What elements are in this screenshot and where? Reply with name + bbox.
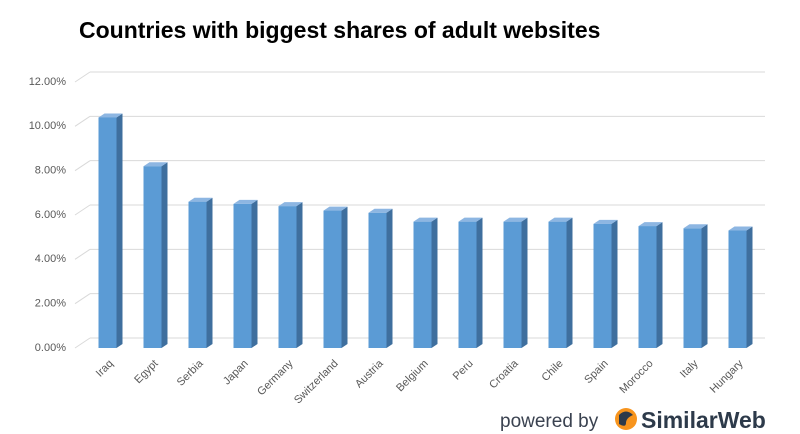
x-tick-label: Japan	[221, 358, 251, 388]
bar-top	[548, 217, 573, 222]
y-tick-label: 12.00%	[29, 76, 67, 88]
bar	[323, 210, 342, 348]
brand-name: SimilarWeb	[641, 407, 766, 433]
footer-text: powered by	[500, 411, 599, 432]
bar-side	[476, 217, 483, 348]
grid-wall	[74, 115, 91, 127]
y-tick-label: 6.00%	[35, 209, 66, 221]
y-tick-label: 0.00%	[35, 342, 66, 354]
bar	[593, 223, 612, 348]
y-tick-label: 4.00%	[35, 253, 66, 265]
y-tick-label: 2.00%	[35, 298, 66, 310]
bar	[188, 201, 207, 348]
bar-top	[143, 162, 168, 167]
x-tick-label: Italy	[678, 357, 701, 380]
bar	[278, 206, 297, 348]
bar-side	[206, 197, 213, 348]
bar	[413, 221, 432, 348]
bar	[503, 221, 522, 348]
grid-wall	[74, 248, 91, 260]
bar-top	[188, 197, 213, 202]
chart-title: Countries with biggest shares of adult w…	[79, 17, 600, 43]
x-tick-label: Peru	[451, 358, 476, 383]
bar	[638, 226, 657, 348]
bar-side	[341, 206, 348, 348]
brand-logo	[615, 408, 637, 430]
bar	[143, 166, 162, 348]
bar	[728, 230, 747, 348]
bar-side	[566, 217, 573, 348]
x-tick-label: Germany	[255, 357, 296, 398]
bar-top	[233, 199, 258, 204]
x-tick-label: Austria	[353, 357, 386, 390]
x-tick-label: Morocco	[617, 358, 655, 396]
bar	[233, 203, 252, 348]
bar-top	[413, 217, 438, 222]
bar-top	[683, 224, 708, 229]
x-tick-label: Serbia	[175, 357, 207, 389]
x-tick-label: Switzerland	[292, 358, 341, 407]
x-tick-label: Chile	[539, 358, 565, 384]
bar-side	[296, 202, 303, 348]
bar	[458, 221, 477, 348]
grid-wall	[74, 337, 91, 349]
bar-side	[161, 162, 168, 348]
bar-side	[386, 208, 393, 348]
x-tick-label: Belgium	[394, 358, 431, 395]
bar-side	[251, 199, 258, 348]
bar-side	[611, 219, 618, 348]
bar-top	[458, 217, 483, 222]
bar	[368, 212, 387, 348]
x-tick-label: Egypt	[132, 358, 160, 386]
bar-side	[746, 226, 753, 348]
bar-top	[98, 113, 123, 118]
bar	[548, 221, 567, 348]
grid-wall	[74, 71, 91, 83]
y-tick-label: 8.00%	[35, 165, 66, 177]
bar-top	[728, 226, 753, 231]
x-tick-label: Croatia	[487, 357, 521, 391]
x-tick-label: Hungary	[708, 357, 746, 395]
x-tick-label: Iraq	[94, 358, 116, 380]
grid-wall	[74, 160, 91, 172]
bar-side	[656, 222, 663, 348]
bar-top	[368, 208, 393, 213]
grid-wall	[74, 204, 91, 216]
bar	[683, 228, 702, 348]
grid-wall	[74, 293, 91, 305]
x-tick-label: Spain	[582, 358, 610, 386]
bar	[98, 117, 117, 348]
bar-side	[701, 224, 708, 348]
bar-top	[503, 217, 528, 222]
bar-side	[431, 217, 438, 348]
bar-side	[116, 113, 123, 348]
bar-side	[521, 217, 528, 348]
y-tick-label: 10.00%	[29, 120, 67, 132]
bar-top	[593, 219, 618, 224]
bar-top	[278, 202, 303, 207]
bar-top	[638, 222, 663, 227]
bar-top	[323, 206, 348, 211]
